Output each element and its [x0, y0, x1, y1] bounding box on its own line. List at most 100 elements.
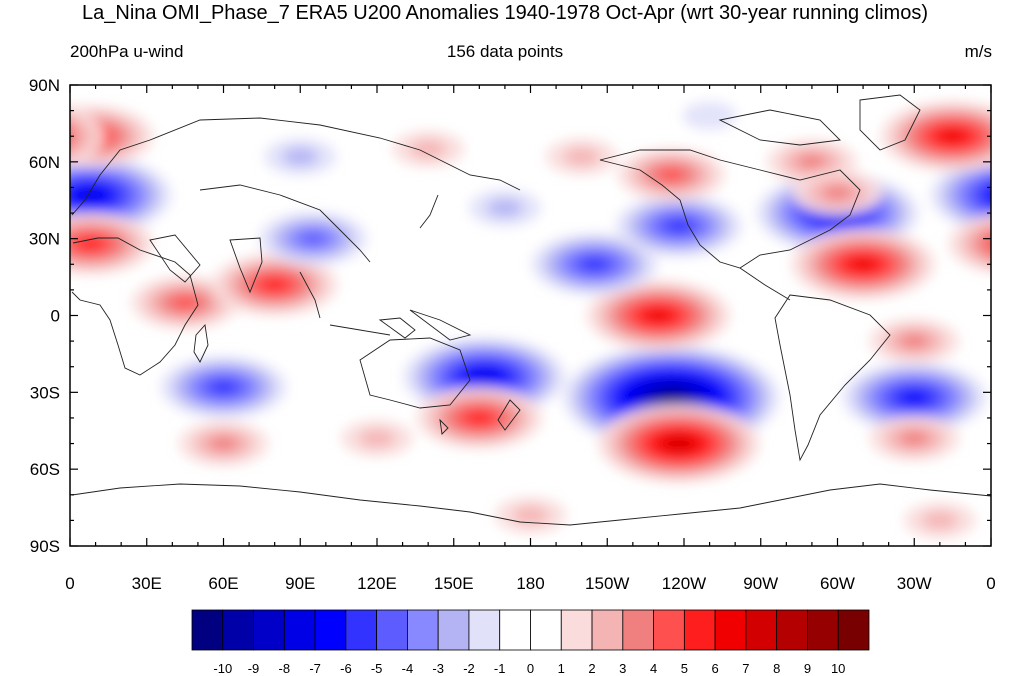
- anomaly-contour-31-2: [512, 506, 549, 525]
- anomaly-contour-22-2: [359, 429, 395, 448]
- colorbar-labels: -10 -9 -8 -7 -6 -5 -4 -3 -2 -1 0 1 2 3 4 5 6 7 8 9 10: [213, 661, 845, 676]
- anomaly-contour-29-3: [899, 333, 930, 349]
- anomaly-contour-0-7: [78, 189, 103, 201]
- anomaly-contour-9-6: [646, 309, 671, 322]
- colorbar-box-10: [499, 609, 531, 651]
- data-points-label: 156 data points: [446, 42, 564, 61]
- anomaly-contour-wrap-2-5: [999, 130, 1010, 142]
- anomaly-contour-16-6: [902, 391, 927, 404]
- lon-label-0: 0: [65, 574, 74, 593]
- lon-label-9: 90W: [743, 574, 778, 593]
- lat-label-0: 90N: [29, 76, 60, 95]
- figure-title: La_Nina OMI_Phase_7 ERA5 U200 Anomalies …: [82, 2, 928, 24]
- anomaly-contour-3-4: [171, 295, 199, 310]
- lon-label-7: 150W: [585, 574, 629, 593]
- colorbar-label-15: 5: [681, 661, 688, 676]
- lat-label-6: 90S: [30, 537, 60, 556]
- colorbar-box-4: [314, 609, 347, 651]
- lon-label-2: 60E: [208, 574, 238, 593]
- colorbar-box-12: [560, 609, 593, 651]
- anomaly-contour-wrap-30-2: [1, 511, 37, 529]
- lon-label-10: 60W: [820, 574, 855, 593]
- colorbar-label-10: 0: [527, 661, 534, 676]
- colorbar-box-8: [437, 609, 470, 651]
- anomaly-contour-wrap-18-3: [70, 122, 80, 151]
- colorbar-label-18: 8: [773, 661, 780, 676]
- colorbar-label-13: 3: [619, 661, 626, 676]
- colorbar-label-20: 10: [831, 661, 845, 676]
- colorbar-box-2: [253, 609, 285, 651]
- anomaly-contour-wrap-1-4: [986, 236, 991, 252]
- anomaly-contour-15-5: [466, 411, 492, 425]
- colorbar-box-0: [191, 609, 224, 651]
- anomaly-contour-23-3: [208, 436, 239, 452]
- colorbar-box-21: [837, 609, 870, 651]
- anomaly-contour-28-2: [563, 147, 600, 166]
- anomaly-contour-7-7: [472, 371, 497, 383]
- colorbar-label-14: 4: [650, 661, 657, 676]
- anomaly-contour-27-2: [410, 139, 447, 159]
- colorbar-box-16: [683, 609, 716, 651]
- anomaly-contour-wrap-18-6: [20, 130, 44, 142]
- colorbar-box-6: [376, 609, 408, 651]
- colorbar-label-4: -6: [340, 661, 352, 676]
- anomaly-contour-19-4: [657, 167, 685, 182]
- anomaly-contour-14-7: [667, 437, 691, 450]
- anomaly-contour-wrap-0-7: [1000, 190, 1010, 201]
- colorbar-box-3: [283, 609, 316, 651]
- anomaly-field: [1, 101, 1010, 539]
- colorbar-label-7: -3: [432, 661, 444, 676]
- colorbar-box-14: [622, 609, 654, 651]
- colorbar-label-12: 2: [588, 661, 595, 676]
- lon-label-3: 90E: [285, 574, 315, 593]
- colorbar-label-6: -4: [402, 661, 414, 676]
- lat-label-1: 60N: [29, 153, 60, 172]
- anomaly-contour-10-5: [581, 258, 608, 271]
- colorbar-box-13: [591, 609, 624, 651]
- colorbar-label-11: 1: [558, 661, 565, 676]
- coastlines: [71, 94, 991, 526]
- colorbar-label-19: 9: [804, 661, 811, 676]
- lat-label-4: 30S: [30, 383, 60, 402]
- colorbar-box-18: [745, 609, 778, 651]
- anomaly-contour-wrap-1-3: [973, 228, 991, 260]
- lat-label-2: 30N: [29, 230, 60, 249]
- lon-label-1: 30E: [132, 574, 162, 593]
- anomaly-contour-25-2: [486, 198, 523, 218]
- longitude-labels: 0 30E 60E 90E 120E 150E 180 150W 120W 90W 60W 30W 0: [65, 574, 995, 593]
- lon-label-8: 120W: [662, 574, 706, 593]
- anomaly-contour-4-5: [262, 278, 288, 291]
- lon-label-6: 180: [516, 574, 544, 593]
- colorbar-box-9: [468, 609, 501, 651]
- anomaly-contour-5-5: [210, 381, 237, 394]
- colorbar-box-1: [222, 609, 254, 651]
- anomaly-contour-11-5: [666, 219, 692, 233]
- anomaly-contour-18-6: [940, 130, 965, 143]
- colorbar-box-19: [776, 609, 808, 651]
- colorbar-label-17: 7: [742, 661, 749, 676]
- colorbar-label-9: -1: [494, 661, 506, 676]
- colorbar-box-17: [714, 609, 747, 651]
- colorbar-label-1: -9: [248, 661, 260, 676]
- colorbar-box-20: [807, 609, 839, 651]
- anomaly-contour-20-3: [796, 154, 827, 170]
- colorbar-label-3: -7: [309, 661, 321, 676]
- anomaly-contour-17-3: [899, 430, 930, 446]
- anomaly-contour-wrap-1-5: [999, 238, 1010, 250]
- colorbar-label-5: -5: [371, 661, 383, 676]
- units-label: m/s: [964, 42, 992, 61]
- lon-label-5: 150E: [434, 574, 474, 593]
- anomaly-contour-21-3: [822, 185, 853, 201]
- anomaly-contour-wrap-18-5: [8, 125, 56, 148]
- latitude-labels: 90N 60N 30N 0 30S 60S 90S: [29, 76, 60, 556]
- lon-label-11: 30W: [897, 574, 932, 593]
- colorbar-label-2: -8: [279, 661, 291, 676]
- anomaly-contour-30-2: [921, 511, 958, 530]
- anomaly-contour-24-2: [282, 147, 319, 166]
- colorbar: [191, 609, 870, 651]
- lon-label-12: 0: [986, 574, 995, 593]
- colorbar-label-16: 6: [711, 661, 718, 676]
- lat-label-5: 60S: [30, 460, 60, 479]
- lon-label-4: 120E: [357, 574, 397, 593]
